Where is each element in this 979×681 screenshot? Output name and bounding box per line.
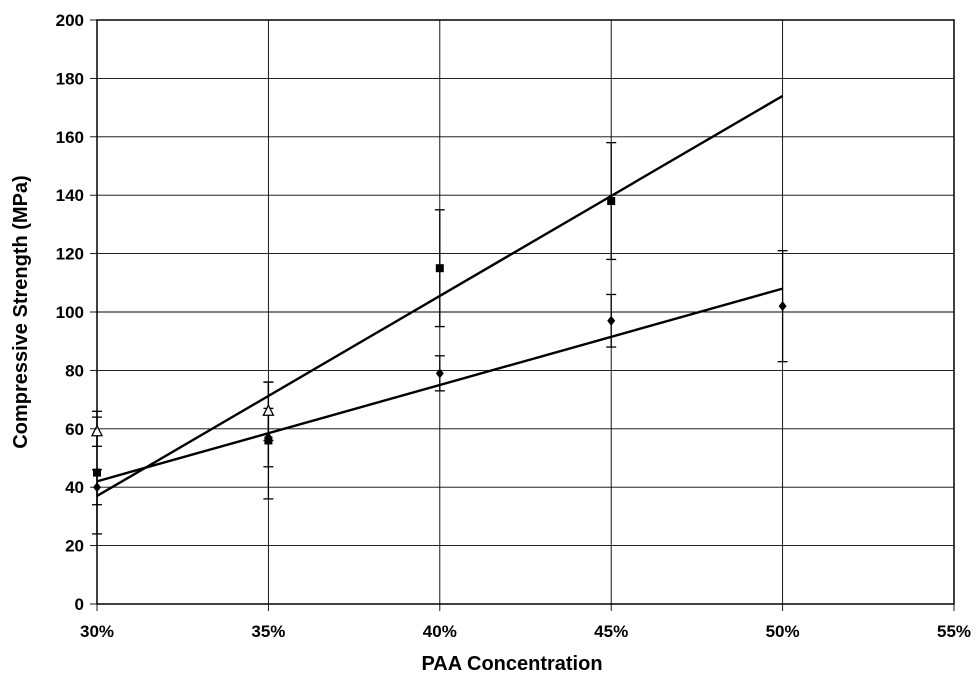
y-tick-label: 60 (65, 420, 84, 439)
x-tick-label: 55% (937, 622, 971, 641)
x-tick-label: 30% (80, 622, 114, 641)
x-tick-label: 50% (766, 622, 800, 641)
y-tick-label: 200 (56, 11, 84, 30)
square-marker (93, 468, 101, 477)
x-axis-title: PAA Concentration (421, 653, 602, 675)
y-axis-title: Compressive Strength (MPa) (10, 175, 32, 448)
y-axis-ticks: 0 20 40 60 80 100 120 140 160 180 200 (56, 11, 97, 614)
y-tick-label: 180 (56, 69, 84, 88)
diamond-marker (778, 301, 787, 312)
y-tick-label: 80 (65, 361, 84, 380)
square-marker (264, 436, 273, 445)
gridlines (96, 19, 955, 605)
y-tick-label: 160 (56, 128, 84, 147)
y-tick-label: 120 (56, 245, 84, 264)
diamond-marker (435, 368, 444, 379)
triangle-marker (262, 403, 275, 416)
y-tick-label: 100 (56, 303, 84, 322)
x-tick-label: 35% (251, 622, 285, 641)
square-marker (607, 197, 616, 206)
x-tick-label: 45% (594, 622, 628, 641)
triangle-marker (90, 424, 104, 437)
x-tick-label: 40% (423, 622, 457, 641)
y-tick-label: 20 (65, 537, 84, 556)
x-axis-ticks: 30% 35% 40% 45% 50% 55% (80, 604, 971, 641)
data-markers (90, 197, 787, 493)
y-tick-label: 0 (75, 595, 84, 614)
y-tick-label: 140 (56, 186, 84, 205)
square-marker (435, 264, 444, 273)
y-tick-label: 40 (65, 478, 84, 497)
diamond-marker (607, 315, 616, 326)
